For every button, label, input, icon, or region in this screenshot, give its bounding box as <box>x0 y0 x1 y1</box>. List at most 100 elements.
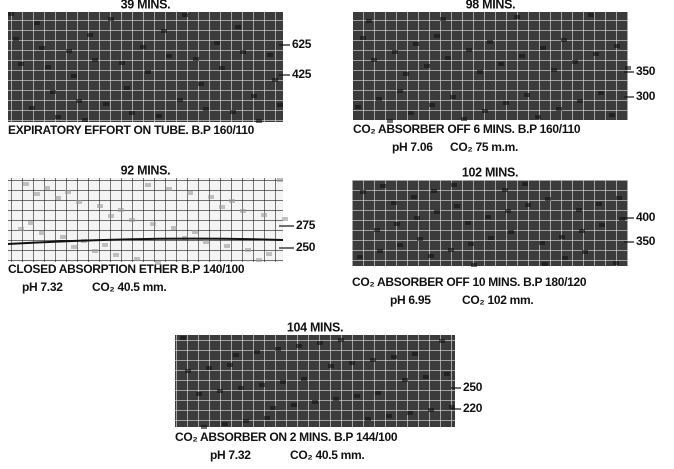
scan-noise <box>256 258 262 262</box>
scan-noise <box>102 243 108 247</box>
scan-noise <box>201 425 207 429</box>
scan-noise <box>522 182 528 186</box>
scan-noise <box>397 89 403 93</box>
scan-noise <box>579 229 585 233</box>
scan-noise <box>118 208 124 212</box>
pressure-label: 350 <box>636 234 656 248</box>
scan-noise <box>192 230 198 234</box>
scan-noise <box>277 178 283 182</box>
panel-title: 98 MINS. <box>466 0 516 11</box>
scan-noise <box>539 241 545 245</box>
scan-noise <box>182 13 188 17</box>
pressure-label: 425 <box>292 67 312 81</box>
scan-noise <box>454 204 460 208</box>
scan-noise <box>217 389 223 393</box>
scan-noise <box>291 403 297 407</box>
scan-noise <box>519 54 525 58</box>
scan-noise <box>408 111 414 115</box>
scan-noise <box>471 263 477 267</box>
scan-noise <box>145 183 151 187</box>
scan-noise <box>440 17 446 21</box>
scan-noise <box>360 190 366 194</box>
scan-noise <box>596 202 602 206</box>
scan-noise <box>187 191 193 195</box>
scan-noise <box>613 261 619 265</box>
scan-noise <box>333 397 339 401</box>
scan-noise <box>229 199 235 203</box>
scan-noise <box>391 201 397 205</box>
scan-noise <box>540 46 546 50</box>
scan-noise <box>203 107 209 111</box>
panel-title: 39 MINS. <box>121 0 171 11</box>
scan-noise <box>477 70 483 74</box>
scan-noise <box>219 205 225 209</box>
scan-noise <box>71 245 77 249</box>
scan-noise <box>485 215 491 219</box>
scan-noise <box>230 110 236 114</box>
scan-noise <box>34 21 40 25</box>
scan-noise <box>92 58 98 62</box>
scan-noise <box>150 222 156 226</box>
scan-noise <box>498 62 504 66</box>
scan-noise <box>82 118 88 122</box>
pressure-label: 275 <box>296 218 316 232</box>
scan-noise <box>124 86 130 90</box>
scan-noise <box>465 221 471 225</box>
scan-noise <box>616 196 622 200</box>
scan-noise <box>487 40 493 44</box>
scan-noise <box>582 250 588 254</box>
scan-noise <box>502 188 508 192</box>
scan-noise <box>524 93 530 97</box>
scan-noise <box>134 257 140 261</box>
pressure-label: 300 <box>636 89 656 103</box>
scan-noise <box>282 217 288 221</box>
scan-noise <box>482 109 488 113</box>
scan-noise <box>391 355 397 359</box>
scan-noise <box>13 37 19 41</box>
scan-noise <box>66 49 72 53</box>
scan-noise <box>360 36 366 40</box>
scan-noise <box>140 45 146 49</box>
scan-noise <box>71 74 77 78</box>
scan-noise <box>402 378 408 382</box>
scan-noise <box>222 422 228 426</box>
scan-noise <box>256 119 262 123</box>
scan-noise <box>625 66 631 70</box>
scan-noise <box>301 377 307 381</box>
scan-noise <box>203 240 209 244</box>
scan-noise <box>488 236 494 240</box>
scan-noise <box>259 383 265 387</box>
scan-noise <box>76 200 82 204</box>
scan-noise <box>97 204 103 208</box>
pressure-label: 350 <box>636 64 656 78</box>
scan-noise <box>431 189 437 193</box>
scan-noise <box>562 256 568 260</box>
scan-noise <box>451 183 457 187</box>
caption: CO₂ ABSORBER ON 2 MINS. B.P 144/100 <box>175 430 398 444</box>
scan-noise <box>542 262 548 266</box>
scan-noise <box>243 419 249 423</box>
pressure-label: 250 <box>296 240 316 254</box>
scan-noise <box>377 249 383 253</box>
scan-noise <box>365 417 371 421</box>
scan-noise <box>185 369 191 373</box>
scan-noise <box>525 203 531 207</box>
scan-noise <box>76 99 82 103</box>
scan-noise <box>275 347 281 351</box>
scan-noise <box>599 223 605 227</box>
scan-noise <box>119 61 125 65</box>
scan-noise <box>129 218 135 222</box>
scan-noise <box>328 364 334 368</box>
scan-noise <box>238 386 244 390</box>
caption: pH 7.32 <box>210 448 251 462</box>
scan-noise <box>424 64 430 68</box>
scan-noise <box>535 115 541 119</box>
scan-noise <box>551 68 557 72</box>
scan-noise <box>264 416 270 420</box>
scan-noise <box>45 65 51 69</box>
scan-noise <box>397 243 403 247</box>
scan-noise <box>374 228 380 232</box>
scan-noise <box>588 13 594 17</box>
scan-noise <box>198 82 204 86</box>
scan-noise <box>503 101 509 105</box>
